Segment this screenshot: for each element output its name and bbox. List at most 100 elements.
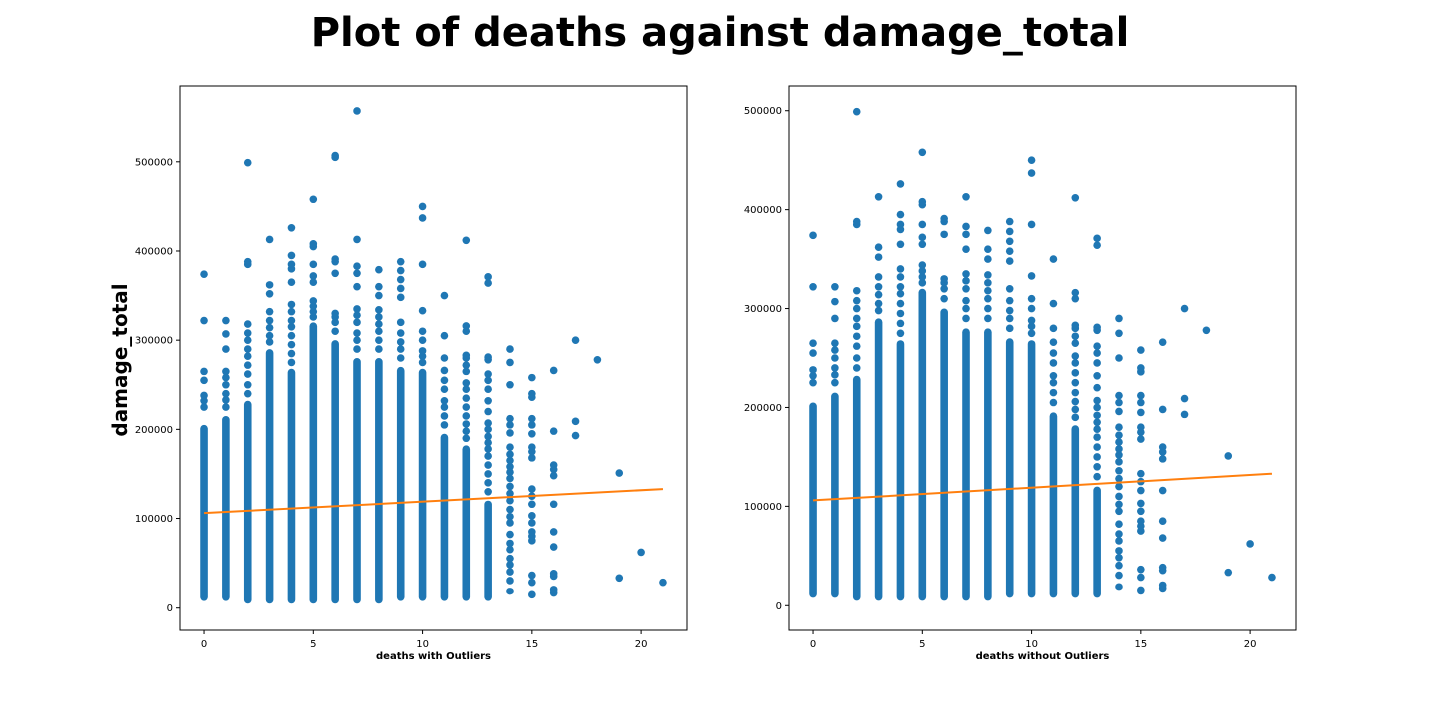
y-tick-label: 200000 bbox=[744, 403, 782, 414]
scatter-point bbox=[852, 342, 861, 350]
scatter-point bbox=[1137, 573, 1145, 582]
scatter-point bbox=[309, 260, 318, 269]
scatter-point bbox=[1027, 294, 1036, 303]
scatter-point bbox=[1093, 425, 1101, 434]
scatter-point bbox=[440, 385, 449, 394]
scatter-point bbox=[440, 291, 449, 300]
x-tick-label: 10 bbox=[1025, 639, 1038, 650]
scatter-point bbox=[1158, 486, 1167, 495]
scatter-point bbox=[984, 255, 992, 263]
scatter-point bbox=[809, 349, 817, 357]
scatter-point bbox=[375, 320, 383, 328]
scatter-point bbox=[331, 309, 339, 318]
scatter-point bbox=[243, 389, 252, 398]
scatter-point bbox=[831, 354, 839, 362]
y-tick-label: 500000 bbox=[135, 157, 173, 168]
scatter-point bbox=[506, 545, 514, 554]
scatter-point bbox=[222, 373, 230, 382]
scatter-point bbox=[418, 327, 427, 336]
y-tick-label: 100000 bbox=[135, 514, 173, 525]
scatter-point bbox=[1049, 349, 1058, 357]
scatter-point bbox=[1005, 237, 1014, 246]
scatter-point bbox=[484, 407, 492, 416]
scatter-point bbox=[440, 412, 449, 420]
scatter-point bbox=[396, 293, 405, 302]
scatter-point bbox=[1093, 403, 1101, 412]
scatter-point bbox=[1158, 443, 1167, 451]
y-tick-label: 300000 bbox=[135, 336, 173, 347]
scatter-point bbox=[1093, 463, 1101, 471]
fit-line-right-group bbox=[812, 472, 1273, 502]
scatter-point bbox=[287, 349, 296, 358]
scatter-point bbox=[418, 358, 427, 367]
scatter-point bbox=[918, 261, 927, 269]
point-column-dense bbox=[462, 445, 471, 601]
scatter-point bbox=[309, 302, 318, 311]
scatter-point bbox=[287, 251, 296, 260]
scatter-point bbox=[353, 262, 361, 270]
scatter-point bbox=[896, 180, 905, 188]
scatter-point bbox=[375, 313, 383, 321]
scatter-point bbox=[1027, 329, 1036, 338]
scatter-point bbox=[353, 107, 361, 115]
scatter-point bbox=[1115, 407, 1123, 416]
fit-line-left-group bbox=[203, 488, 664, 515]
point-column-dense bbox=[484, 500, 492, 601]
scatter-point bbox=[984, 294, 992, 303]
scatter-point bbox=[1115, 537, 1123, 545]
point-column-dense bbox=[1071, 425, 1080, 598]
scatter-panel-with-outliers: 0 5 10 15 20 0 100000 200000 300000 400000 500000… bbox=[135, 85, 688, 662]
scatter-point bbox=[1049, 324, 1058, 333]
scatter-point bbox=[1071, 388, 1080, 397]
scatter-point bbox=[1158, 455, 1167, 463]
scatter-point bbox=[852, 314, 861, 323]
y-tick-label: 500000 bbox=[744, 106, 782, 117]
scatter-point bbox=[831, 371, 839, 379]
scatter-point bbox=[1005, 227, 1014, 236]
scatter-point bbox=[484, 419, 492, 427]
scatter-point bbox=[549, 570, 558, 578]
point-column-dense bbox=[1115, 583, 1123, 591]
scatter-point bbox=[874, 253, 883, 261]
scatter-point bbox=[1093, 411, 1101, 420]
scatter-point bbox=[1115, 445, 1123, 453]
scatter-point bbox=[1137, 586, 1145, 595]
scatter-point bbox=[1137, 435, 1145, 443]
scatter-point bbox=[506, 577, 514, 585]
scatter-point bbox=[896, 220, 905, 229]
scatter-point bbox=[506, 539, 514, 548]
scatter-point bbox=[506, 474, 514, 483]
scatter-point bbox=[1158, 338, 1167, 346]
scatter-point bbox=[1071, 332, 1080, 341]
scatter-point bbox=[1158, 563, 1167, 572]
scatter-point bbox=[571, 431, 580, 440]
scatter-point bbox=[484, 470, 492, 478]
scatter-point bbox=[918, 220, 927, 229]
scatter-point bbox=[528, 443, 536, 451]
scatter-point bbox=[462, 361, 471, 369]
scatter-point bbox=[874, 306, 883, 315]
scatter-point bbox=[852, 296, 861, 305]
scatter-point bbox=[200, 367, 208, 376]
scatter-point bbox=[962, 230, 970, 239]
scatter-point bbox=[506, 496, 514, 505]
scatter-point bbox=[484, 273, 492, 281]
scatter-point bbox=[528, 373, 536, 382]
scatter-point bbox=[1137, 469, 1145, 478]
scatter-point bbox=[287, 316, 296, 325]
x-tick-label: 20 bbox=[1244, 639, 1257, 650]
scatter-point bbox=[809, 372, 817, 380]
scatter-point bbox=[396, 275, 405, 284]
scatter-point bbox=[418, 336, 427, 344]
scatter-point bbox=[440, 421, 449, 429]
scatter-point bbox=[1115, 431, 1123, 439]
scatter-point bbox=[222, 380, 230, 389]
scatter-point bbox=[918, 233, 927, 242]
scatter-point bbox=[896, 299, 905, 308]
scatter-point bbox=[528, 519, 536, 527]
scatter-point bbox=[1093, 433, 1101, 441]
scatter-point bbox=[1005, 247, 1014, 255]
scatter-point bbox=[940, 294, 948, 303]
plot-area-left bbox=[179, 85, 688, 631]
scatter-point bbox=[1137, 346, 1145, 354]
